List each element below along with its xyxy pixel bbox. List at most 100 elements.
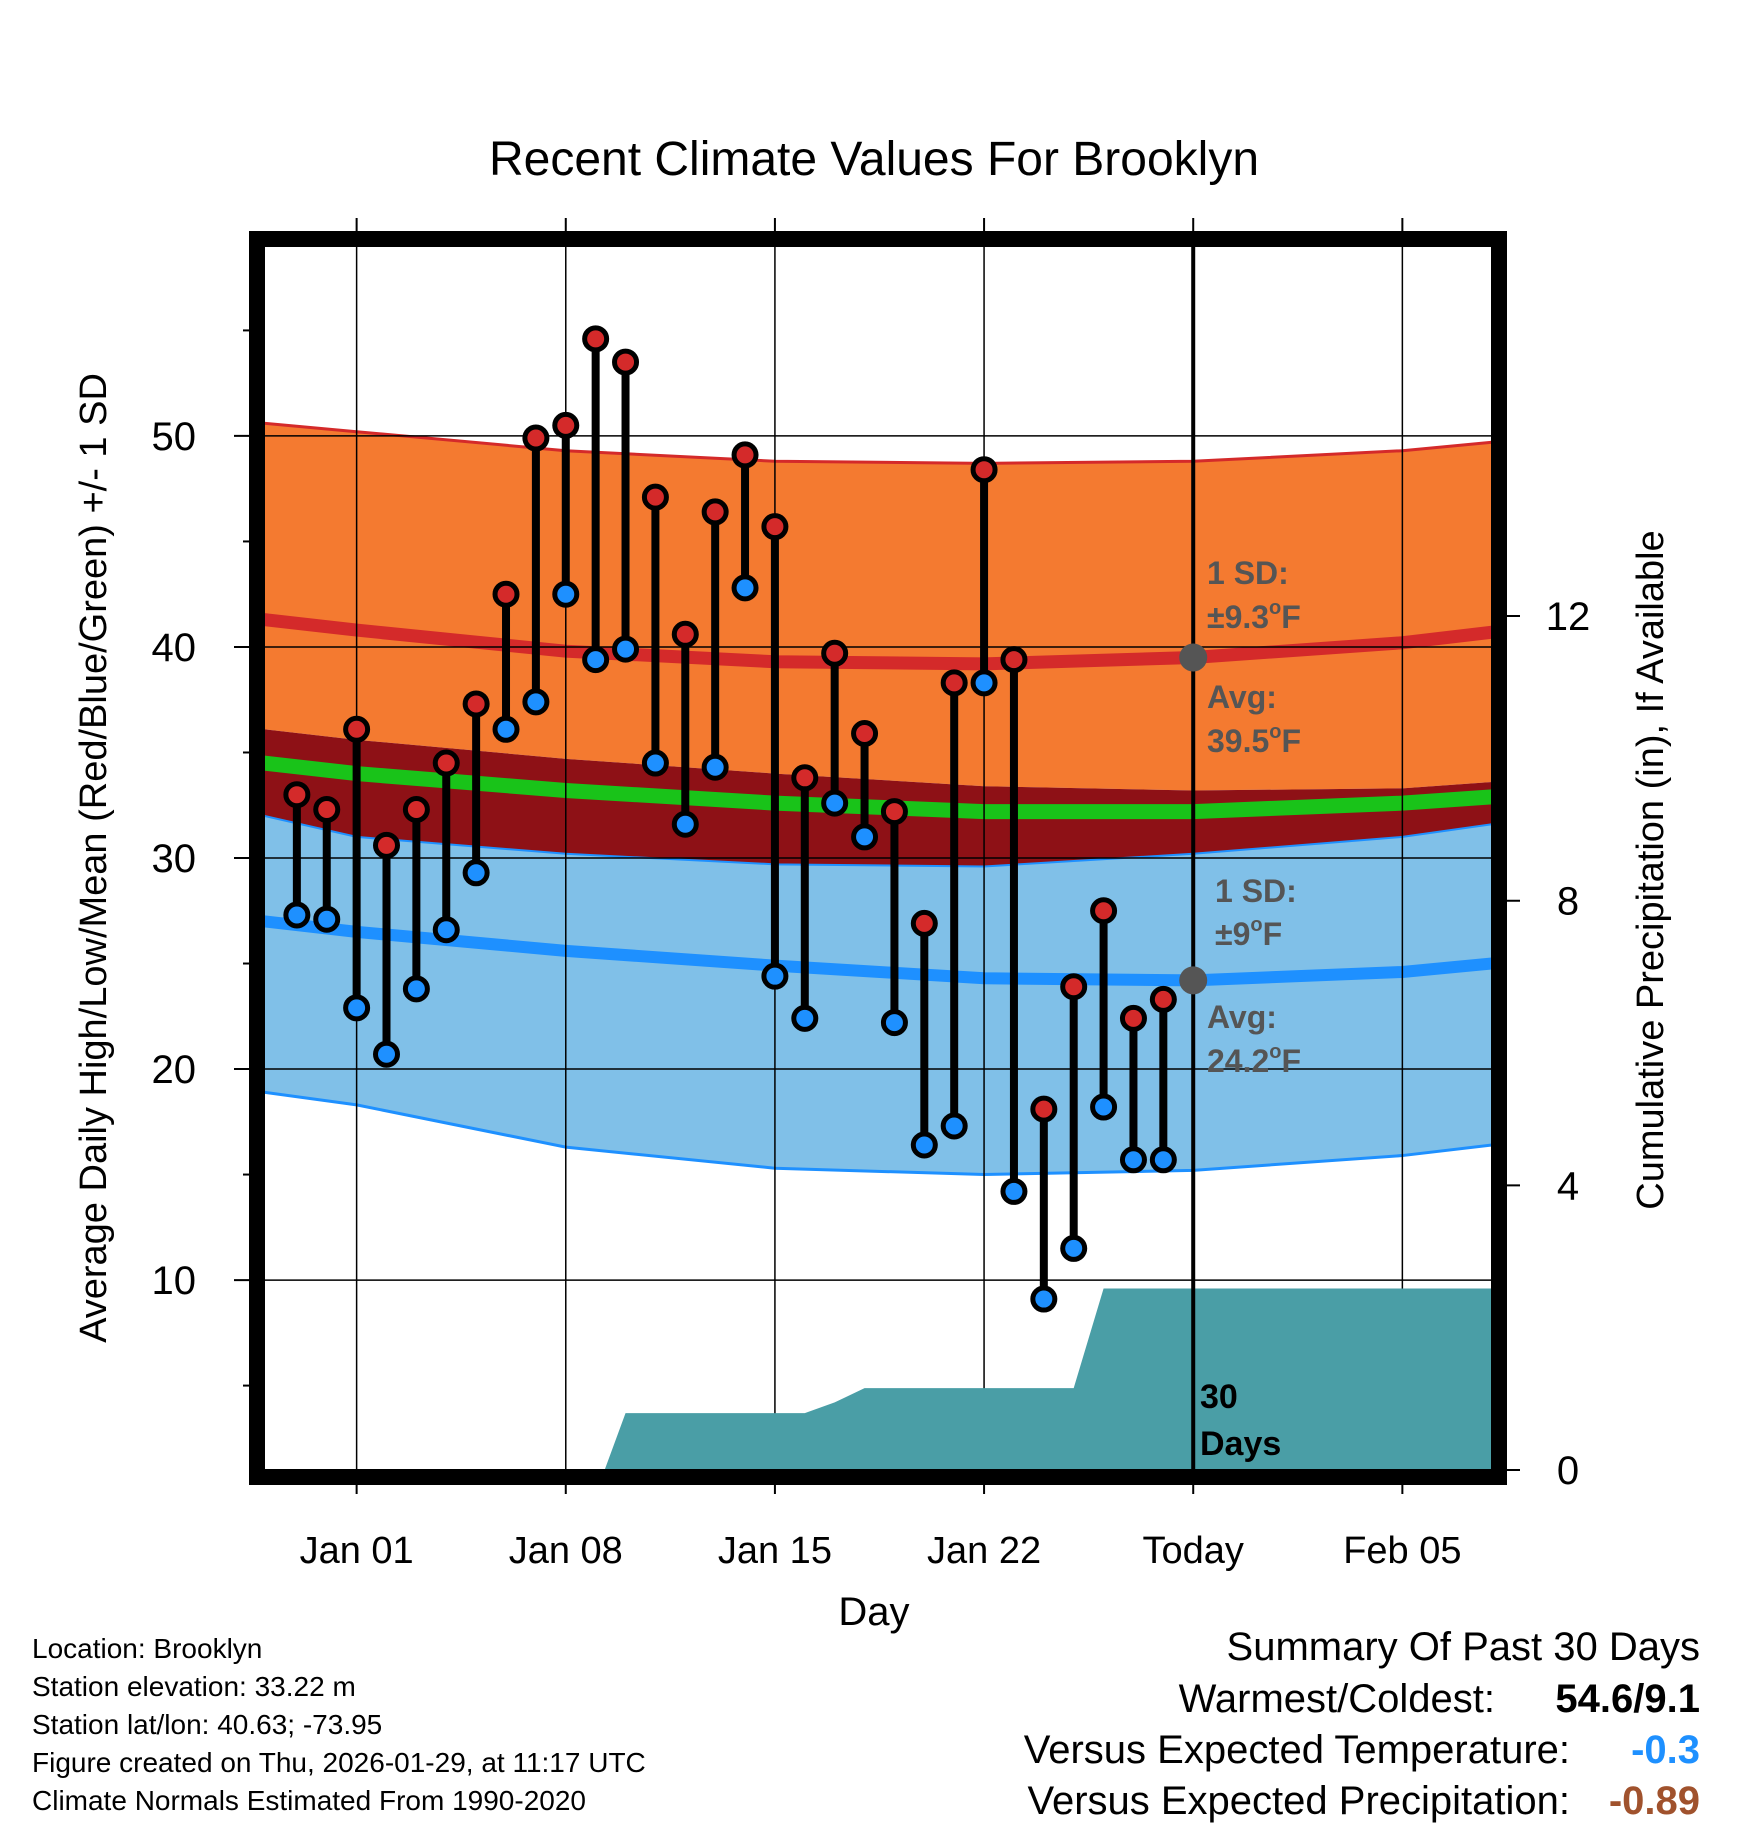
obs-high-point [701,498,729,526]
obs-high-point [1000,646,1028,674]
obs-low-point [283,901,311,929]
summary-precip-value: -0.89 [1608,1779,1700,1823]
summary-title: Summary Of Past 30 Days [1226,1625,1700,1669]
y-left-tick-label: 20 [152,1048,197,1092]
today-high-avg-marker [1179,643,1208,672]
obs-high-point [283,781,311,809]
y-right-tick-label: 0 [1557,1449,1579,1493]
obs-high-point [462,690,490,718]
y-left-tick-label: 50 [152,415,197,459]
obs-low-point [641,749,669,777]
obs-low-point [761,962,789,990]
obs-low-point [1030,1285,1058,1313]
obs-low-point [582,646,610,674]
low-avg-value: 24.2oF [1207,1041,1301,1079]
x-tick-label: Feb 05 [1343,1530,1461,1572]
obs-low-point [880,1009,908,1037]
low-sd-lower-line [264,1090,1492,1177]
low-sd-label: 1 SD: [1215,873,1297,909]
x-axis-label: Day [838,1590,909,1634]
y-right-tick-label: 4 [1557,1164,1579,1208]
x-tick-label: Today [1143,1530,1244,1572]
high-sd-upper-line [264,421,1492,465]
info-created: Figure created on Thu, 2026-01-29, at 11… [32,1747,646,1778]
precip-days-label-2: Days [1200,1425,1281,1463]
high-avg-line [264,613,1492,671]
obs-high-point [641,483,669,511]
obs-low-point [373,1040,401,1068]
obs-high-point [582,325,610,353]
info-location: Location: Brooklyn [32,1633,263,1664]
low-avg-label: Avg: [1207,999,1277,1035]
obs-low-point [313,905,341,933]
obs-low-point [671,810,699,838]
obs-low-point [462,859,490,887]
summary-warmest-value: 54.6/9.1 [1555,1677,1700,1721]
chart-title: Recent Climate Values For Brooklyn [489,133,1259,186]
obs-high-point [821,639,849,667]
y-left-tick-label: 10 [152,1259,197,1303]
obs-high-point [910,909,938,937]
y-left-tick-label: 40 [152,626,197,670]
obs-low-point [432,916,460,944]
y-left-tick-label: 30 [152,837,197,881]
obs-high-point [1119,1004,1147,1032]
obs-high-point [1149,985,1177,1013]
obs-high-point [970,456,998,484]
obs-high-point [880,798,908,826]
obs-high-point [731,441,759,469]
obs-high-point [1090,897,1118,925]
obs-high-point [432,749,460,777]
obs-low-point [492,715,520,743]
obs-high-point [313,795,341,823]
obs-high-point [373,831,401,859]
obs-high-point [1030,1095,1058,1123]
obs-high-point [492,580,520,608]
obs-low-point [701,753,729,781]
obs-high-point [552,411,580,439]
obs-high-point [522,424,550,452]
obs-low-point [731,574,759,602]
obs-high-point [851,719,879,747]
summary-temp-value: -0.3 [1631,1728,1700,1772]
summary-warmest-label: Warmest/Coldest: [1178,1677,1495,1721]
high-sd-label: 1 SD: [1207,555,1289,591]
info-elevation: Station elevation: 33.22 m [32,1671,356,1702]
precip-days-label-1: 30 [1200,1378,1238,1416]
high-sd-value: ±9.3oF [1207,597,1301,635]
summary-temp-label: Versus Expected Temperature: [1023,1728,1570,1772]
overlap-band [264,729,1492,867]
plot-area: 1 SD: ±9.3oF Avg: 39.5oF 1 SD: ±9oF Avg: 24.2oF… [264,246,1492,1470]
obs-low-point [791,1004,819,1032]
obs-low-point [1000,1177,1028,1205]
obs-low-point [343,994,371,1022]
obs-high-point [791,764,819,792]
x-tick-label: Jan 15 [718,1530,832,1572]
obs-high-point [940,669,968,697]
obs-high-point [402,795,430,823]
low-sd-value: ±9oF [1215,914,1282,952]
obs-low-point [970,669,998,697]
obs-low-point [1090,1093,1118,1121]
x-tick-label: Jan 08 [509,1530,623,1572]
obs-low-point [910,1131,938,1159]
obs-low-point [612,635,640,663]
obs-high-point [343,715,371,743]
obs-low-point [1060,1234,1088,1262]
x-tick-label: Jan 22 [927,1530,1041,1572]
obs-low-point [402,975,430,1003]
x-tick-label: Jan 01 [300,1530,414,1572]
obs-high-point [761,513,789,541]
high-avg-label: Avg: [1207,679,1277,715]
info-latlon: Station lat/lon: 40.63; -73.95 [32,1709,383,1740]
summary-precip-label: Versus Expected Precipitation: [1027,1779,1570,1823]
obs-low-point [1119,1146,1147,1174]
obs-low-point [821,789,849,817]
obs-low-point [1149,1146,1177,1174]
info-normals: Climate Normals Estimated From 1990-2020 [32,1785,586,1816]
summary-precip-row: Versus Expected Precipitation: -0.89 [700,1779,1700,1827]
y-right-tick-label: 12 [1546,595,1591,639]
obs-high-point [1060,973,1088,1001]
high-sd-band [264,423,1492,791]
obs-high-point [612,348,640,376]
